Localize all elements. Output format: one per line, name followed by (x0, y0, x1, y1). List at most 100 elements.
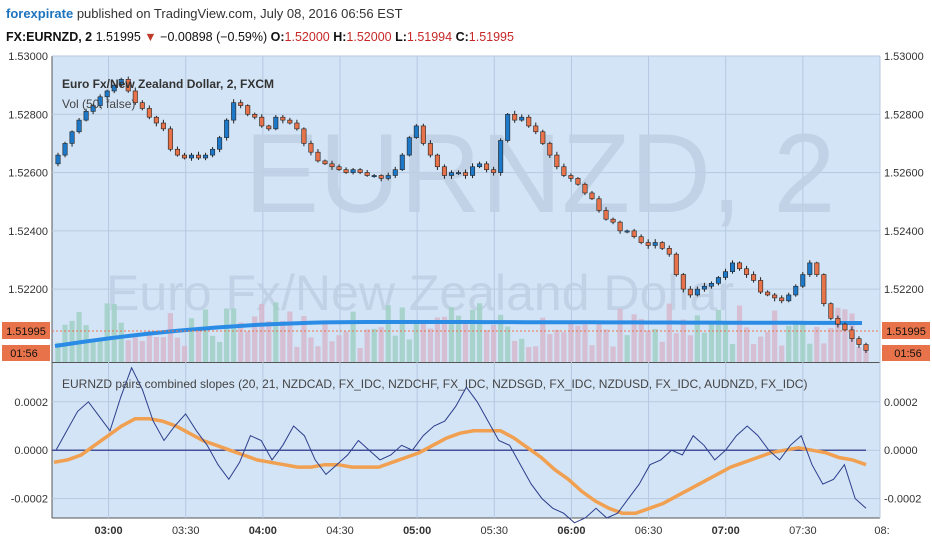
volume-bar (139, 340, 145, 362)
volume-bar (329, 341, 335, 362)
right-price-tag (882, 322, 930, 339)
candle-body (455, 172, 461, 175)
volume-bar (413, 320, 419, 362)
volume-bar (104, 303, 110, 362)
volume-bar (55, 342, 61, 362)
candle-body (336, 166, 342, 170)
volume-bar (659, 341, 665, 362)
candle-body (280, 116, 286, 121)
price-tick-right: 1.52600 (884, 168, 924, 180)
candle-body (287, 119, 293, 124)
candle-body (730, 262, 736, 272)
candle-body (491, 169, 497, 173)
slope-tick-right: 0.0002 (884, 397, 918, 409)
volume-bar (736, 305, 743, 362)
volume-bar (280, 320, 286, 362)
candle-body (701, 285, 707, 290)
volume-bar (708, 321, 715, 362)
left-time-tag (2, 345, 50, 361)
candlestick-series (55, 76, 869, 353)
volume-bar (315, 346, 321, 362)
time-tick-label: 05:30 (481, 525, 509, 537)
candle-body (90, 105, 96, 112)
candle-body (814, 262, 820, 275)
candle-body (751, 274, 757, 281)
volume-bar (680, 319, 686, 362)
slope-tick-left: 0.0002 (14, 397, 48, 409)
volume-bar (694, 315, 700, 362)
candle-body (273, 116, 279, 130)
candle-body (385, 175, 391, 179)
candle-body (203, 154, 209, 159)
volume-bar (526, 347, 532, 362)
volume-bar (540, 317, 546, 362)
volume-bar (371, 328, 377, 362)
volume-bar (427, 328, 433, 362)
candle-body (547, 143, 553, 156)
candle-body (420, 125, 426, 144)
slope-tick-left: 0.0000 (14, 445, 48, 457)
volume-bar (455, 315, 462, 362)
volume-bar (512, 340, 518, 362)
author-link[interactable]: forexpirate (6, 6, 74, 21)
volume-bar (505, 326, 511, 362)
candle-body (793, 285, 799, 296)
candle-body (631, 230, 637, 237)
candle-body (231, 102, 237, 121)
volume-bar (259, 304, 265, 362)
volume-bar (575, 325, 581, 362)
candle-body (146, 108, 152, 118)
slope-fast-line (55, 366, 867, 524)
volume-bar (266, 321, 272, 362)
candle-body (533, 125, 539, 133)
candle-body (842, 323, 848, 331)
volume-bar (758, 336, 764, 362)
volume-bar (118, 322, 124, 362)
volume-bar (800, 321, 806, 362)
watermark-symbol: EURNZD, 2 (244, 111, 835, 236)
volume-bar (153, 337, 159, 362)
volume-bar (125, 340, 131, 362)
candle-body (617, 221, 623, 232)
open-value: 1.52000 (284, 30, 330, 44)
candle-body (224, 119, 230, 138)
candle-body (624, 230, 630, 233)
volume-bar (631, 314, 637, 362)
candle-body (863, 344, 869, 351)
candle-body (744, 268, 750, 275)
price-tick-left: 1.53000 (8, 51, 48, 63)
time-tick-label: 08: (874, 525, 889, 537)
volume-bar (673, 333, 679, 362)
candle-body (512, 113, 518, 121)
candle-body (181, 154, 187, 159)
right-price-scale[interactable] (880, 56, 932, 518)
candle-body (603, 210, 609, 220)
left-price-scale[interactable] (0, 56, 52, 518)
candle-body (448, 172, 454, 176)
last-price: 1.51995 (95, 30, 141, 44)
candle-body (477, 163, 483, 168)
candle-body (835, 317, 841, 325)
volume-bar (448, 307, 455, 362)
volume-bar (645, 330, 651, 362)
candle-body (55, 154, 61, 165)
indicator-title: EURNZD pairs combined slopes (20, 21, NZ… (62, 377, 807, 391)
candle-body (196, 154, 202, 159)
volume-bar (195, 327, 202, 362)
candle-body (62, 143, 68, 156)
time-tick-label: 03:30 (172, 525, 200, 537)
candle-body (526, 116, 532, 127)
indicator-ticks: 0.0002 0.0002 0.0000 0.0000 -0.0002 -0.0002 (11, 397, 922, 506)
price-tick-right: 1.52800 (884, 109, 924, 121)
volume-bar (701, 332, 707, 362)
time-tick-label: 04:30 (326, 525, 354, 537)
volume-bar (434, 317, 441, 362)
volume-bar (786, 325, 792, 362)
price-tick-left: 1.52200 (8, 284, 48, 296)
volume-bar (568, 321, 574, 362)
candle-body (245, 105, 251, 115)
volume-bar (807, 343, 813, 362)
symbol-label[interactable]: FX:EURNZD, 2 (6, 30, 93, 44)
candle-body (132, 90, 138, 103)
